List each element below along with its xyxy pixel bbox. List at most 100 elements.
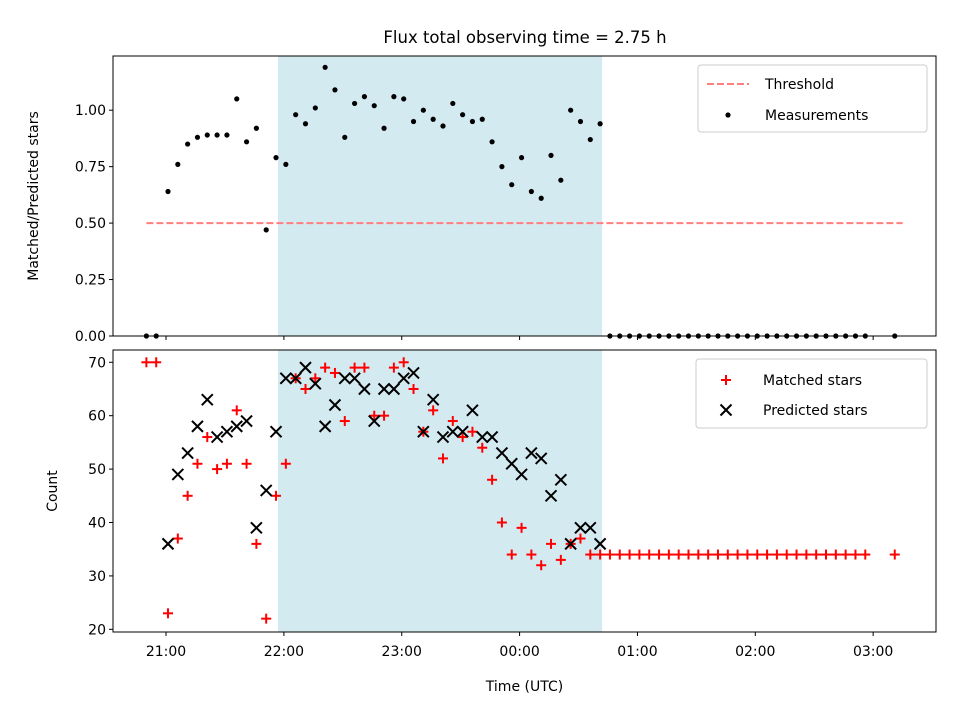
matched-star-point — [801, 549, 812, 560]
count-x-ticks: 21:00 22:00 23:00 00:00 01:00 02:00 03:00 — [146, 632, 893, 660]
measurement-point — [538, 195, 544, 201]
predicted-star-point — [181, 446, 194, 460]
predicted-star-point — [397, 372, 410, 385]
matched-star-point — [437, 453, 448, 464]
predicted-star-point — [318, 420, 332, 433]
predicted-star-point — [515, 468, 528, 481]
predicted-star-point — [466, 404, 479, 417]
measurement-point — [548, 152, 554, 158]
ratio-panel: 0.00 0.25 0.50 0.75 1.00 Matched/Predicted s… — [26, 55, 937, 345]
matched-star-point — [536, 560, 547, 571]
matched-star-point — [182, 490, 193, 501]
matched-star-point — [428, 405, 439, 416]
matched-star-point — [192, 458, 203, 469]
measurement-point — [263, 227, 269, 233]
matched-star-point — [162, 608, 173, 619]
x-axis-label: Time (UTC) — [485, 679, 563, 695]
matched-star-point — [555, 554, 566, 565]
x-tick-label: 22:00 — [264, 644, 304, 660]
measurement-point — [234, 96, 240, 102]
y-tick-label: 50 — [88, 462, 106, 478]
predicted-star-point — [426, 393, 440, 406]
x-tick-label: 23:00 — [382, 644, 422, 660]
matched-star-point — [398, 357, 409, 368]
measurement-point — [342, 134, 348, 140]
measurement-points — [143, 64, 898, 339]
matched-star-point — [320, 362, 331, 373]
x-tick-label: 00:00 — [499, 644, 539, 660]
y-tick-label: 0.75 — [75, 160, 106, 176]
matched-star-point — [840, 549, 851, 560]
predicted-star-point — [269, 425, 283, 438]
y-tick-label: 0.00 — [75, 329, 106, 345]
predicted-star-point — [250, 521, 263, 535]
measurement-point — [194, 134, 201, 140]
matched-star-point — [742, 549, 753, 560]
predicted-star-point — [436, 430, 450, 444]
matched-star-point — [231, 405, 242, 416]
matched-star-point — [280, 458, 291, 469]
matched-star-point — [811, 549, 822, 560]
y-tick-label: 1.00 — [75, 103, 106, 119]
matched-star-point — [506, 549, 517, 560]
predicted-star-point — [338, 372, 351, 385]
matched-star-point — [703, 549, 714, 560]
ratio-x-ticks — [165, 336, 874, 340]
matched-star-point — [271, 490, 282, 501]
y-tick-label: 60 — [88, 409, 106, 425]
measurement-point — [243, 139, 250, 145]
figure-title: Flux total observing time = 2.75 h — [383, 28, 666, 47]
matched-star-point — [300, 383, 311, 394]
measurement-point — [214, 132, 220, 138]
measurement-point — [381, 125, 387, 131]
measurement-point — [499, 164, 505, 170]
predicted-legend-swatch — [719, 403, 733, 417]
matched-star-point — [732, 549, 743, 560]
measurement-point — [558, 177, 564, 183]
matched-star-point — [496, 517, 507, 528]
count-panel-frame — [112, 349, 937, 633]
measurement-point — [204, 132, 210, 138]
predicted-star-point — [299, 361, 312, 374]
ratio-panel-frame — [112, 55, 937, 337]
measurements-legend-swatch — [725, 112, 731, 118]
predicted-star-points — [161, 361, 607, 551]
predicted-star-point — [485, 430, 499, 444]
predicted-star-point — [358, 382, 371, 396]
count-legend: Matched stars Predicted stars — [695, 358, 928, 429]
matched-star-point — [771, 549, 782, 560]
matched-star-point — [369, 410, 380, 421]
matched-star-point — [251, 538, 262, 549]
predicted-star-point — [210, 430, 224, 444]
matched-star-point — [781, 549, 792, 560]
matched-star-point — [654, 549, 665, 560]
matched-star-point — [212, 464, 223, 475]
measurement-point — [450, 100, 456, 107]
ratio-y-axis-label: Matched/Predicted stars — [26, 111, 42, 281]
matched-star-point — [634, 549, 645, 560]
matched-star-point — [585, 549, 596, 560]
count-y-ticks: 20 30 40 50 60 70 — [88, 355, 113, 638]
count-legend-box — [695, 358, 928, 429]
measurement-point — [361, 94, 368, 100]
measurement-point — [302, 121, 309, 127]
measurement-point — [391, 94, 397, 100]
matched-star-point — [379, 410, 390, 421]
measurements-legend-label: Measurements — [765, 108, 868, 124]
measurement-point — [469, 118, 476, 125]
measurement-point — [175, 161, 181, 167]
measurement-point — [509, 182, 515, 188]
matched-star-point — [447, 416, 458, 427]
measurement-point — [410, 118, 417, 125]
measurement-point — [165, 188, 171, 195]
matched-star-point — [388, 362, 399, 373]
matched-star-point — [516, 522, 527, 533]
predicted-star-point — [407, 366, 420, 380]
matched-star-point — [712, 549, 723, 560]
matched-star-point — [644, 549, 655, 560]
matched-star-point — [762, 549, 773, 560]
matched-star-point — [151, 357, 162, 368]
measurement-point — [597, 121, 603, 127]
predicted-star-point — [368, 414, 381, 428]
